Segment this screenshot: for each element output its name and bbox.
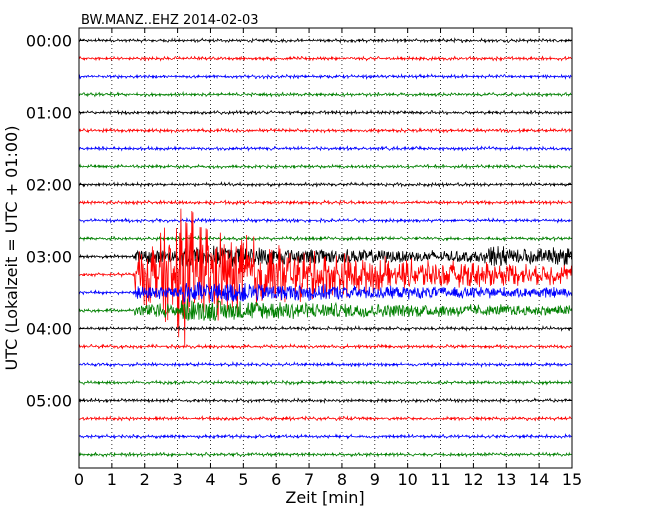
y-tick-label: 03:00 <box>26 248 72 267</box>
y-tick-label: 05:00 <box>26 392 72 411</box>
plot-frame <box>78 27 573 469</box>
trace-group <box>79 37 572 458</box>
trace-row-15 <box>79 298 572 321</box>
trace-row-11 <box>79 235 572 242</box>
x-tick-label: 9 <box>370 470 380 489</box>
x-tick-label: 3 <box>173 470 183 489</box>
trace-row-14 <box>79 281 572 304</box>
x-tick-label: 13 <box>496 470 516 489</box>
x-tick-label: 5 <box>238 470 248 489</box>
trace-row-18 <box>79 360 572 369</box>
trace-row-13 <box>79 208 572 347</box>
trace-row-4 <box>79 109 572 116</box>
grid-lines <box>111 28 540 468</box>
x-axis-label: Zeit [min] <box>285 488 364 507</box>
x-tick-label: 11 <box>430 470 450 489</box>
trace-row-19 <box>79 379 572 386</box>
x-tick-label: 10 <box>397 470 417 489</box>
trace-row-9 <box>79 199 572 206</box>
x-tick-label: 6 <box>271 470 281 489</box>
trace-row-2 <box>79 73 572 80</box>
x-tick-label: 2 <box>140 470 150 489</box>
trace-row-6 <box>79 145 572 152</box>
trace-row-8 <box>79 181 572 189</box>
x-tick-label: 15 <box>562 470 582 489</box>
x-tick-label: 1 <box>107 470 117 489</box>
trace-row-10 <box>79 217 572 224</box>
trace-row-0 <box>79 37 572 44</box>
x-tick-label: 14 <box>529 470 549 489</box>
trace-row-5 <box>79 127 572 134</box>
x-axis: 0 1 2 3 4 5 6 7 8 9 10 11 12 13 14 15 <box>74 28 582 489</box>
trace-row-3 <box>79 90 572 98</box>
y-tick-label: 01:00 <box>26 104 72 123</box>
y-tick-label: 04:00 <box>26 320 72 339</box>
x-tick-label: 7 <box>304 470 314 489</box>
trace-row-23 <box>79 451 572 458</box>
x-tick-label: 8 <box>337 470 347 489</box>
y-tick-label: 02:00 <box>26 176 72 195</box>
y-axis-label: UTC (Lokalzeit = UTC + 01:00) <box>2 126 21 371</box>
x-tick-label: 12 <box>463 470 483 489</box>
trace-row-20 <box>79 397 572 405</box>
trace-row-16 <box>79 325 572 332</box>
trace-row-22 <box>79 433 572 440</box>
y-axis: 00:00 01:00 02:00 03:00 04:00 05:00 <box>26 32 572 411</box>
trace-row-7 <box>79 163 572 170</box>
x-tick-label: 4 <box>205 470 215 489</box>
trace-row-1 <box>79 55 572 62</box>
y-tick-label: 00:00 <box>26 32 72 51</box>
chart-title: BW.MANZ..EHZ 2014-02-03 <box>81 13 259 28</box>
trace-row-21 <box>79 415 572 422</box>
trace-row-17 <box>79 342 572 350</box>
x-tick-label: 0 <box>74 470 84 489</box>
